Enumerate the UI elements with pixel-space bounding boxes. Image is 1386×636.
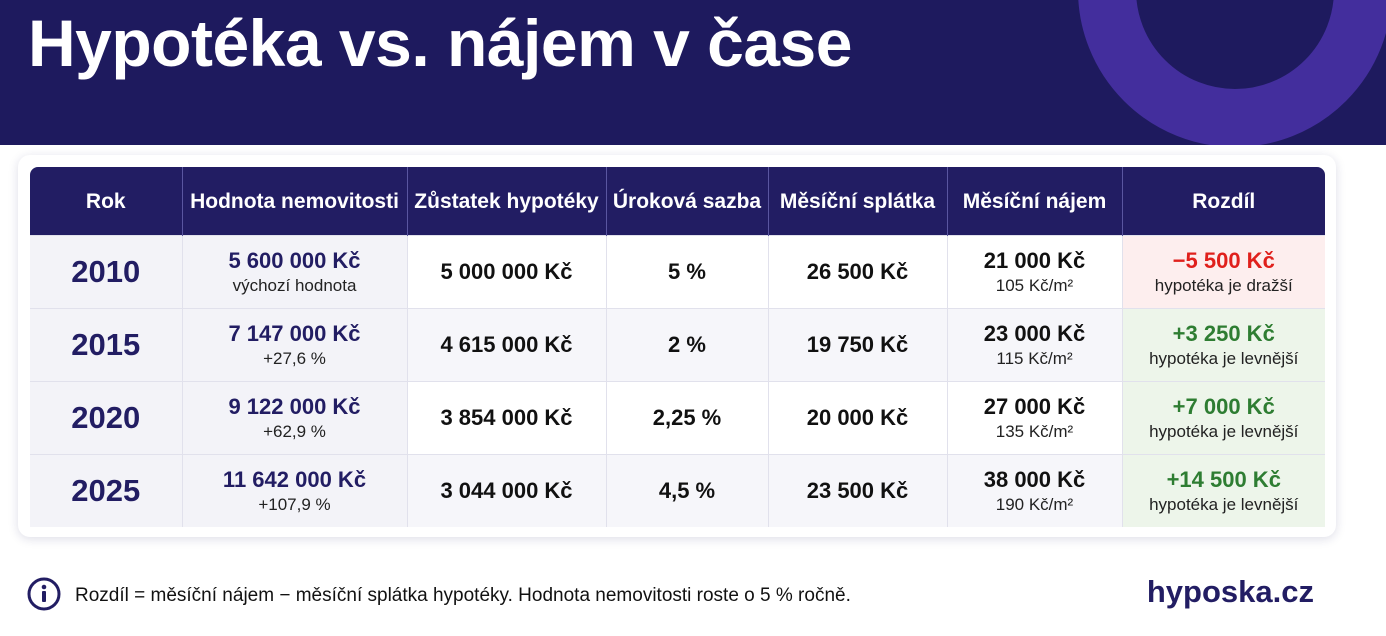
monthly-rent: 38 000 Kč — [983, 467, 1086, 492]
rate-cell: 5 % — [605, 235, 768, 309]
year: 2010 — [71, 254, 141, 289]
property-value: 11 642 000 Kč — [222, 467, 367, 492]
mortgage-balance: 3 044 000 Kč — [440, 478, 573, 503]
difference: −5 500 Kč — [1172, 248, 1275, 273]
column-header: Rozdíl — [1121, 167, 1325, 236]
header-row: Rok Hodnota nemovitosti Zůstatek hypotéky Ú… — [30, 167, 1325, 236]
difference-note: hypotéka je dražší — [1154, 276, 1293, 295]
difference-note: hypotéka je levnější — [1149, 495, 1299, 514]
brand: hyposka.cz — [1146, 574, 1314, 609]
column-header: Úroková sazba — [605, 167, 768, 236]
column-header: Měsíční splátka — [767, 167, 947, 236]
table-body: 2010 5 600 000 Kč výchozí hodnota 5 000 000… — [30, 235, 1325, 527]
interest-rate: 5 % — [668, 259, 706, 284]
rent-cell: 23 000 Kč 115 Kč/m² — [946, 308, 1122, 382]
payment-cell: 19 750 Kč — [767, 308, 947, 382]
table-card: Rok Hodnota nemovitosti Zůstatek hypotéky Ú… — [18, 155, 1336, 537]
rate-cell: 2,25 % — [605, 381, 768, 455]
value-change: +107,9 % — [258, 495, 331, 514]
year: 2015 — [71, 327, 141, 362]
column-header: Měsíční nájem — [946, 167, 1122, 236]
year-cell: 2025 — [30, 454, 182, 527]
rent-per-m2: 105 Kč/m² — [995, 276, 1074, 295]
payment-cell: 20 000 Kč — [767, 381, 947, 455]
value-cell: 11 642 000 Kč +107,9 % — [181, 454, 407, 527]
value-cell: 7 147 000 Kč +27,6 % — [181, 308, 407, 382]
rent-per-m2: 135 Kč/m² — [995, 422, 1074, 441]
difference: +3 250 Kč — [1172, 321, 1275, 346]
value-change: +27,6 % — [263, 349, 326, 368]
footnote: Rozdíl = měsíční nájem − měsíční splátka… — [75, 585, 851, 606]
payment-cell: 23 500 Kč — [767, 454, 947, 527]
interest-rate: 2 % — [668, 332, 706, 357]
rent-per-m2: 115 Kč/m² — [996, 349, 1073, 368]
difference: +7 000 Kč — [1172, 394, 1275, 419]
property-value: 9 122 000 Kč — [228, 394, 361, 419]
column-header: Zůstatek hypotéky — [406, 167, 606, 236]
value-cell: 9 122 000 Kč +62,9 % — [181, 381, 407, 455]
comparison-table: Rok Hodnota nemovitosti Zůstatek hypotéky Ú… — [30, 167, 1325, 527]
balance-cell: 4 615 000 Kč — [406, 308, 606, 382]
column-header: Hodnota nemovitosti — [181, 167, 407, 236]
balance-cell: 5 000 000 Kč — [406, 235, 606, 309]
info-icon — [27, 577, 61, 611]
monthly-rent: 27 000 Kč — [983, 394, 1086, 419]
monthly-rent: 23 000 Kč — [983, 321, 1086, 346]
balance-cell: 3 044 000 Kč — [406, 454, 606, 527]
rate-cell: 4,5 % — [605, 454, 768, 527]
monthly-payment: 19 750 Kč — [806, 332, 909, 357]
monthly-rent: 21 000 Kč — [983, 248, 1086, 273]
table-row: 2015 7 147 000 Kč +27,6 % 4 615 000 Kč 2 % 19… — [30, 308, 1325, 382]
diff-cell: −5 500 Kč hypotéka je dražší — [1121, 235, 1325, 309]
year-cell: 2010 — [30, 235, 182, 309]
monthly-payment: 23 500 Kč — [806, 478, 909, 503]
rate-cell: 2 % — [605, 308, 768, 382]
value-cell: 5 600 000 Kč výchozí hodnota — [181, 235, 407, 309]
value-change: +62,9 % — [263, 422, 326, 441]
mortgage-balance: 3 854 000 Kč — [440, 405, 573, 430]
title: Hypotéka vs. nájem v čase — [28, 6, 852, 80]
column-header: Rok — [30, 167, 182, 236]
header: Hypotéka vs. nájem v čase — [0, 0, 1386, 145]
diff-cell: +14 500 Kč hypotéka je levnější — [1121, 454, 1325, 527]
value-change: výchozí hodnota — [232, 276, 357, 295]
header-decoration — [1078, 0, 1386, 145]
year-cell: 2015 — [30, 308, 182, 382]
table-row: 2020 9 122 000 Kč +62,9 % 3 854 000 Kč 2,25 … — [30, 381, 1325, 455]
diff-cell: +7 000 Kč hypotéka je levnější — [1121, 381, 1325, 455]
interest-rate: 2,25 % — [652, 405, 722, 430]
rent-cell: 27 000 Kč 135 Kč/m² — [946, 381, 1122, 455]
difference-note: hypotéka je levnější — [1149, 349, 1299, 368]
rent-per-m2: 190 Kč/m² — [995, 495, 1074, 514]
monthly-payment: 20 000 Kč — [806, 405, 909, 430]
year: 2020 — [71, 400, 141, 435]
difference-note: hypotéka je levnější — [1149, 422, 1299, 441]
rent-cell: 38 000 Kč 190 Kč/m² — [946, 454, 1122, 527]
payment-cell: 26 500 Kč — [767, 235, 947, 309]
rent-cell: 21 000 Kč 105 Kč/m² — [946, 235, 1122, 309]
table-row: 2010 5 600 000 Kč výchozí hodnota 5 000 000… — [30, 235, 1325, 309]
property-value: 7 147 000 Kč — [228, 321, 361, 346]
difference: +14 500 Kč — [1166, 467, 1281, 492]
property-value: 5 600 000 Kč — [228, 248, 361, 273]
mortgage-balance: 5 000 000 Kč — [440, 259, 573, 284]
balance-cell: 3 854 000 Kč — [406, 381, 606, 455]
diff-cell: +3 250 Kč hypotéka je levnější — [1121, 308, 1325, 382]
interest-rate: 4,5 % — [658, 478, 716, 503]
mortgage-balance: 4 615 000 Kč — [440, 332, 573, 357]
table-row: 2025 11 642 000 Kč +107,9 % 3 044 000 Kč 4,5… — [30, 454, 1325, 527]
year: 2025 — [71, 473, 141, 508]
monthly-payment: 26 500 Kč — [806, 259, 909, 284]
year-cell: 2020 — [30, 381, 182, 455]
